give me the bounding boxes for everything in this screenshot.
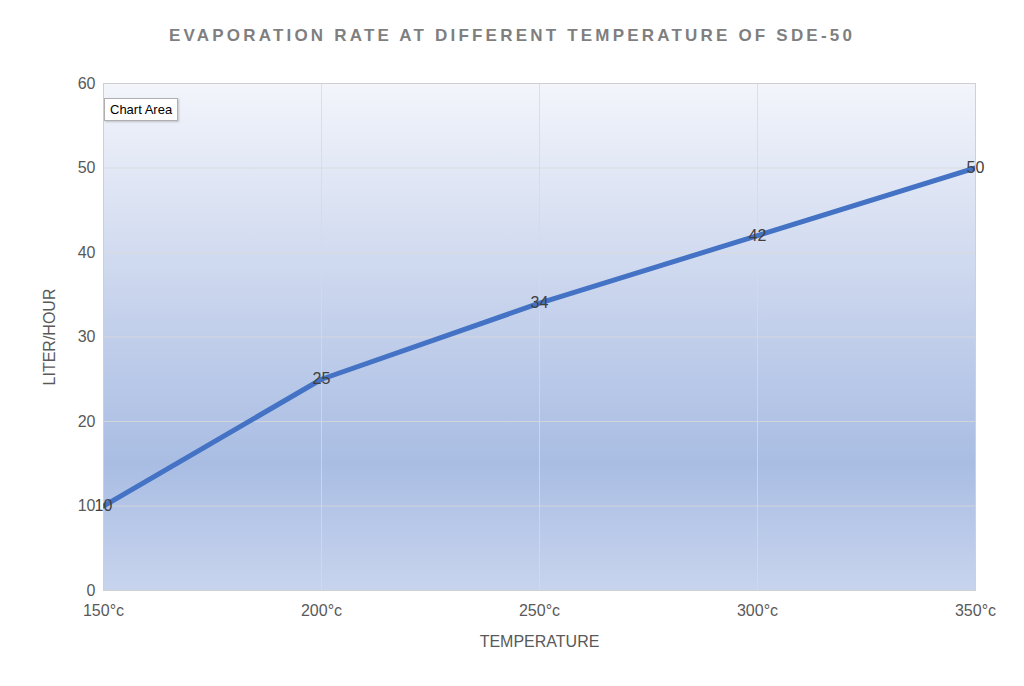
svg-text:50: 50: [78, 159, 96, 176]
svg-text:TEMPERATURE: TEMPERATURE: [480, 633, 600, 650]
html-text:Chart Area: Chart Area: [110, 102, 173, 117]
svg-text:40: 40: [78, 244, 96, 261]
svg-text:25: 25: [313, 370, 331, 387]
svg-text:60: 60: [78, 75, 96, 92]
svg-text:30: 30: [78, 328, 96, 345]
svg-text:200°c: 200°c: [301, 602, 342, 619]
svg-text:LITER/HOUR: LITER/HOUR: [41, 289, 58, 386]
svg-text:50: 50: [967, 159, 985, 176]
svg-text:20: 20: [78, 413, 96, 430]
svg-text:42: 42: [749, 227, 767, 244]
svg-text:150°c: 150°c: [83, 602, 124, 619]
svg-text:10: 10: [95, 497, 113, 514]
svg-text:250°c: 250°c: [519, 602, 560, 619]
svg-text:10: 10: [78, 497, 96, 514]
svg-text:0: 0: [87, 582, 96, 599]
svg-text:34: 34: [531, 294, 549, 311]
svg-text:350°c: 350°c: [955, 602, 996, 619]
html-text:EVAPORATION RATE AT DIFFERENT: EVAPORATION RATE AT DIFFERENT TEMPERATUR…: [168, 26, 856, 45]
svg-text:300°c: 300°c: [737, 602, 778, 619]
